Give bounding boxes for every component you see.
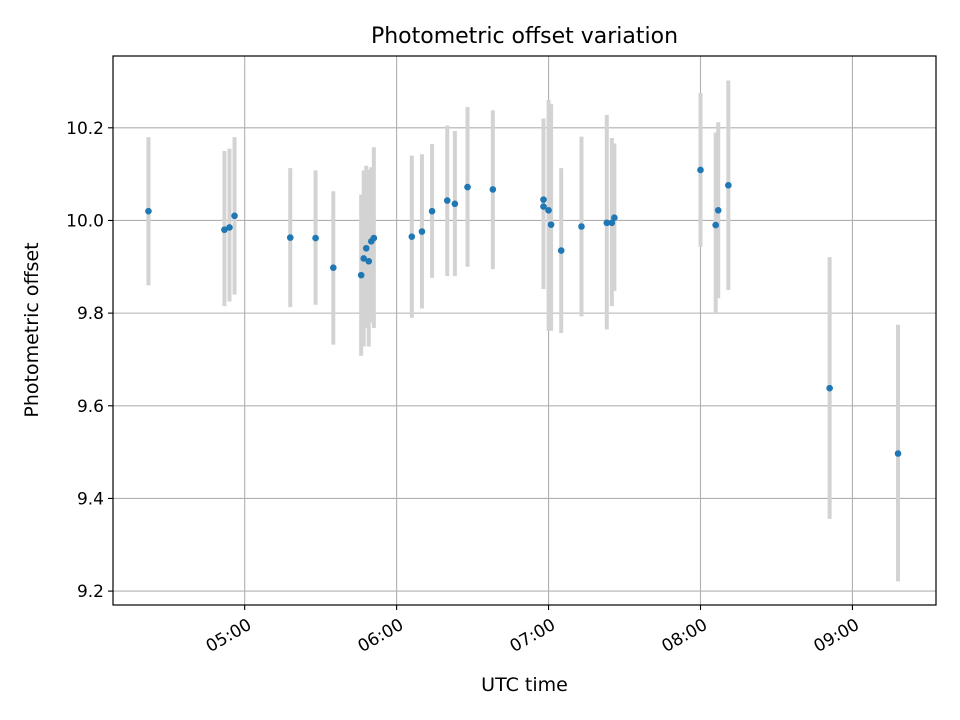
data-point bbox=[221, 226, 228, 234]
data-point bbox=[826, 384, 833, 392]
y-axis-label: Photometric offset bbox=[21, 242, 43, 417]
data-point bbox=[360, 255, 367, 262]
y-tick-label: 9.2 bbox=[77, 582, 104, 602]
data-point bbox=[408, 233, 416, 240]
data-point bbox=[725, 181, 732, 189]
data-point bbox=[428, 207, 436, 215]
data-point bbox=[545, 206, 552, 214]
data-point bbox=[578, 223, 585, 230]
data-point bbox=[540, 196, 547, 203]
data-point bbox=[714, 206, 722, 214]
y-tick-label: 9.6 bbox=[77, 397, 104, 417]
data-point bbox=[894, 450, 902, 457]
x-axis-label: UTC time bbox=[481, 674, 568, 696]
data-point bbox=[365, 257, 373, 265]
data-point bbox=[362, 244, 370, 252]
data-points bbox=[145, 166, 902, 457]
data-point bbox=[557, 247, 565, 254]
chart-title: Photometric offset variation bbox=[371, 24, 678, 49]
data-point bbox=[330, 264, 337, 272]
data-point bbox=[357, 271, 365, 279]
y-tick-label: 10.0 bbox=[66, 211, 104, 231]
y-tick-label: 9.8 bbox=[77, 304, 104, 324]
data-point bbox=[547, 221, 555, 228]
data-point bbox=[611, 214, 618, 221]
data-point bbox=[145, 207, 152, 215]
data-point bbox=[231, 212, 238, 220]
data-point bbox=[286, 234, 294, 241]
y-tick-label: 10.2 bbox=[66, 119, 104, 139]
data-point bbox=[312, 234, 319, 242]
data-point bbox=[697, 166, 704, 174]
data-point bbox=[489, 186, 497, 193]
data-point bbox=[603, 219, 611, 227]
y-axis: 9.2 9.4 9.6 9.8 10.0 10.2 bbox=[66, 119, 113, 602]
plot-area-frame bbox=[112, 55, 937, 606]
data-point bbox=[226, 224, 233, 231]
data-point bbox=[464, 183, 471, 191]
data-point bbox=[608, 219, 616, 227]
data-point bbox=[418, 228, 426, 235]
y-tick-label: 9.4 bbox=[77, 489, 104, 509]
data-point bbox=[712, 221, 719, 229]
data-point bbox=[540, 203, 547, 210]
data-point bbox=[451, 200, 459, 208]
data-point bbox=[443, 197, 451, 204]
data-point bbox=[370, 234, 378, 242]
